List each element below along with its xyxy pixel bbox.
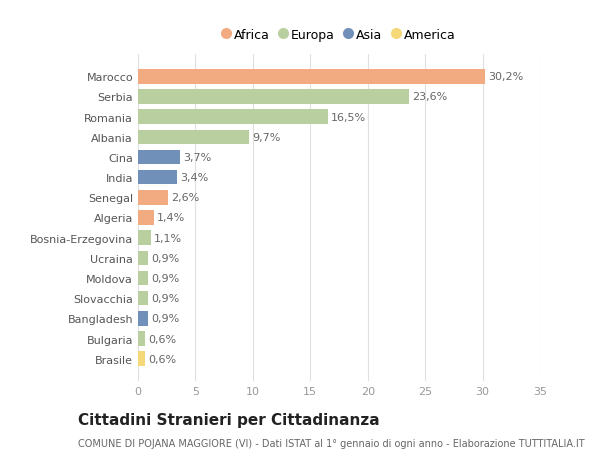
- Text: 0,6%: 0,6%: [148, 354, 176, 364]
- Bar: [138, 110, 328, 125]
- Bar: [138, 331, 145, 346]
- Bar: [138, 231, 151, 246]
- Text: 0,9%: 0,9%: [151, 313, 179, 324]
- Text: 3,7%: 3,7%: [184, 153, 212, 162]
- Bar: [138, 271, 148, 285]
- Bar: [138, 151, 181, 165]
- Text: 1,4%: 1,4%: [157, 213, 185, 223]
- Bar: [138, 70, 485, 84]
- Bar: [138, 291, 148, 306]
- Bar: [138, 311, 148, 326]
- Bar: [138, 90, 409, 105]
- Text: 0,9%: 0,9%: [151, 274, 179, 283]
- Text: 0,6%: 0,6%: [148, 334, 176, 344]
- Bar: [138, 251, 148, 265]
- Text: Cittadini Stranieri per Cittadinanza: Cittadini Stranieri per Cittadinanza: [78, 413, 380, 428]
- Text: 3,4%: 3,4%: [180, 173, 208, 183]
- Bar: [138, 130, 250, 145]
- Text: 9,7%: 9,7%: [252, 133, 281, 142]
- Bar: [138, 171, 177, 185]
- Bar: [138, 211, 154, 225]
- Text: 0,9%: 0,9%: [151, 253, 179, 263]
- Bar: [138, 190, 168, 205]
- Text: 2,6%: 2,6%: [171, 193, 199, 203]
- Text: 16,5%: 16,5%: [331, 112, 365, 123]
- Text: 23,6%: 23,6%: [412, 92, 447, 102]
- Legend: Africa, Europa, Asia, America: Africa, Europa, Asia, America: [219, 25, 459, 46]
- Bar: [138, 352, 145, 366]
- Text: 30,2%: 30,2%: [488, 72, 523, 82]
- Text: 1,1%: 1,1%: [154, 233, 182, 243]
- Text: 0,9%: 0,9%: [151, 294, 179, 303]
- Text: COMUNE DI POJANA MAGGIORE (VI) - Dati ISTAT al 1° gennaio di ogni anno - Elabora: COMUNE DI POJANA MAGGIORE (VI) - Dati IS…: [78, 438, 584, 448]
